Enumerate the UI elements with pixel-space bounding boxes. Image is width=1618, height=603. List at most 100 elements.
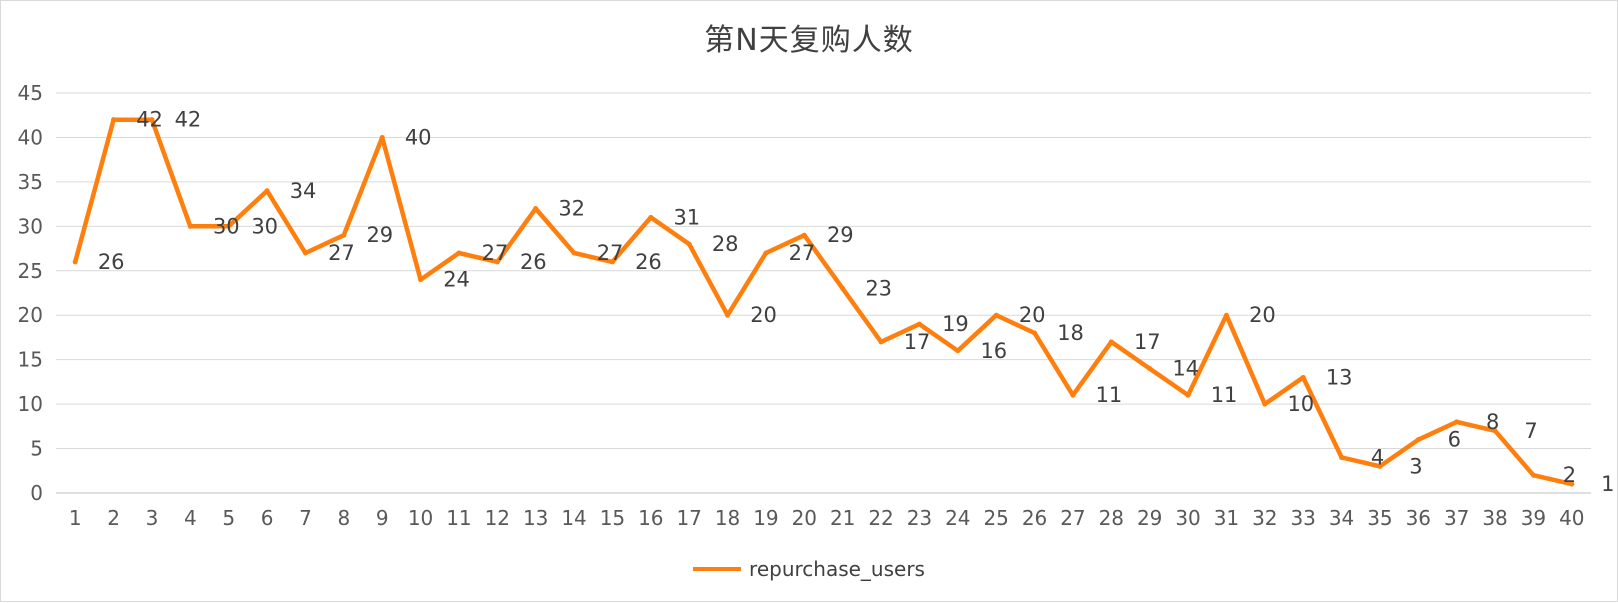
y-tick-label: 35	[18, 170, 43, 194]
x-tick-label: 10	[408, 506, 433, 530]
data-point	[878, 339, 884, 345]
data-point	[916, 321, 922, 327]
data-label: 14	[1172, 357, 1199, 381]
data-label: 31	[673, 205, 700, 229]
data-label: 11	[1096, 383, 1123, 407]
data-point	[1454, 419, 1460, 425]
data-label: 20	[750, 303, 777, 327]
x-tick-label: 1	[69, 506, 82, 530]
data-label: 27	[597, 241, 624, 265]
x-tick-label: 29	[1137, 506, 1162, 530]
x-tick-label: 35	[1367, 506, 1392, 530]
data-point	[456, 250, 462, 256]
y-tick-label: 25	[18, 259, 43, 283]
data-label: 32	[558, 197, 585, 221]
x-tick-label: 28	[1099, 506, 1124, 530]
data-point	[955, 348, 961, 354]
x-tick-label: 9	[376, 506, 389, 530]
data-label: 19	[942, 312, 969, 336]
data-label: 30	[251, 214, 278, 238]
data-label: 16	[980, 339, 1007, 363]
data-point	[1032, 330, 1038, 336]
data-point	[418, 277, 424, 283]
x-tick-label: 6	[261, 506, 274, 530]
legend-label: repurchase_users	[749, 557, 925, 581]
data-point	[725, 312, 731, 318]
data-label: 26	[98, 250, 125, 274]
x-tick-label: 20	[792, 506, 817, 530]
data-point	[302, 250, 308, 256]
data-label: 8	[1486, 410, 1499, 434]
data-label: 3	[1409, 454, 1422, 478]
series-line-repurchase-users	[72, 117, 1575, 487]
y-tick-label: 20	[18, 303, 43, 327]
data-point	[801, 232, 807, 238]
data-point	[1070, 392, 1076, 398]
data-point	[648, 214, 654, 220]
data-point	[571, 250, 577, 256]
data-point	[993, 312, 999, 318]
data-point	[1185, 392, 1191, 398]
x-tick-label: 17	[676, 506, 701, 530]
data-point	[533, 206, 539, 212]
x-tick-label: 22	[868, 506, 893, 530]
data-point	[686, 241, 692, 247]
x-tick-label: 24	[945, 506, 970, 530]
y-tick-label: 0	[30, 481, 43, 505]
data-point	[111, 117, 117, 123]
data-point	[1530, 472, 1536, 478]
data-label: 34	[290, 179, 317, 203]
chart-title: 第N天复购人数	[704, 23, 914, 58]
data-label: 17	[904, 330, 931, 354]
data-point	[1262, 401, 1268, 407]
data-point	[149, 117, 155, 123]
data-label: 10	[1287, 392, 1314, 416]
data-point	[1339, 454, 1345, 460]
data-point	[226, 223, 232, 229]
data-label: 27	[328, 241, 355, 265]
x-tick-label: 3	[146, 506, 159, 530]
x-tick-label: 39	[1521, 506, 1546, 530]
data-label: 7	[1524, 419, 1537, 443]
data-label: 13	[1326, 365, 1353, 389]
data-label: 6	[1448, 428, 1461, 452]
x-tick-label: 18	[715, 506, 740, 530]
x-tick-label: 4	[184, 506, 197, 530]
data-label: 20	[1249, 303, 1276, 327]
y-tick-label: 30	[18, 214, 43, 238]
data-label: 29	[827, 223, 854, 247]
data-point	[840, 286, 846, 292]
x-tick-label: 36	[1406, 506, 1431, 530]
x-tick-label: 15	[600, 506, 625, 530]
x-tick-label: 2	[107, 506, 120, 530]
x-tick-label: 23	[907, 506, 932, 530]
x-tick-label: 38	[1482, 506, 1507, 530]
data-label: 27	[789, 241, 816, 265]
data-label: 23	[865, 277, 892, 301]
data-label: 17	[1134, 330, 1161, 354]
data-label: 20	[1019, 303, 1046, 327]
x-tick-label: 7	[299, 506, 312, 530]
data-point	[341, 232, 347, 238]
x-tick-label: 16	[638, 506, 663, 530]
data-point	[1300, 374, 1306, 380]
x-tick-label: 12	[485, 506, 510, 530]
data-label: 42	[136, 108, 163, 132]
y-tick-label: 45	[18, 81, 43, 105]
data-point	[1108, 339, 1114, 345]
x-tick-label: 25	[983, 506, 1008, 530]
data-label: 27	[482, 241, 509, 265]
legend-swatch	[693, 567, 742, 571]
data-point	[264, 188, 270, 194]
data-point	[1569, 481, 1575, 487]
y-tick-label: 40	[18, 125, 43, 149]
data-point	[494, 259, 500, 265]
x-tick-label: 37	[1444, 506, 1469, 530]
y-tick-label: 10	[18, 392, 43, 416]
x-tick-label: 19	[753, 506, 778, 530]
data-point	[1223, 312, 1229, 318]
x-tick-label: 27	[1060, 506, 1085, 530]
data-label: 40	[405, 125, 432, 149]
